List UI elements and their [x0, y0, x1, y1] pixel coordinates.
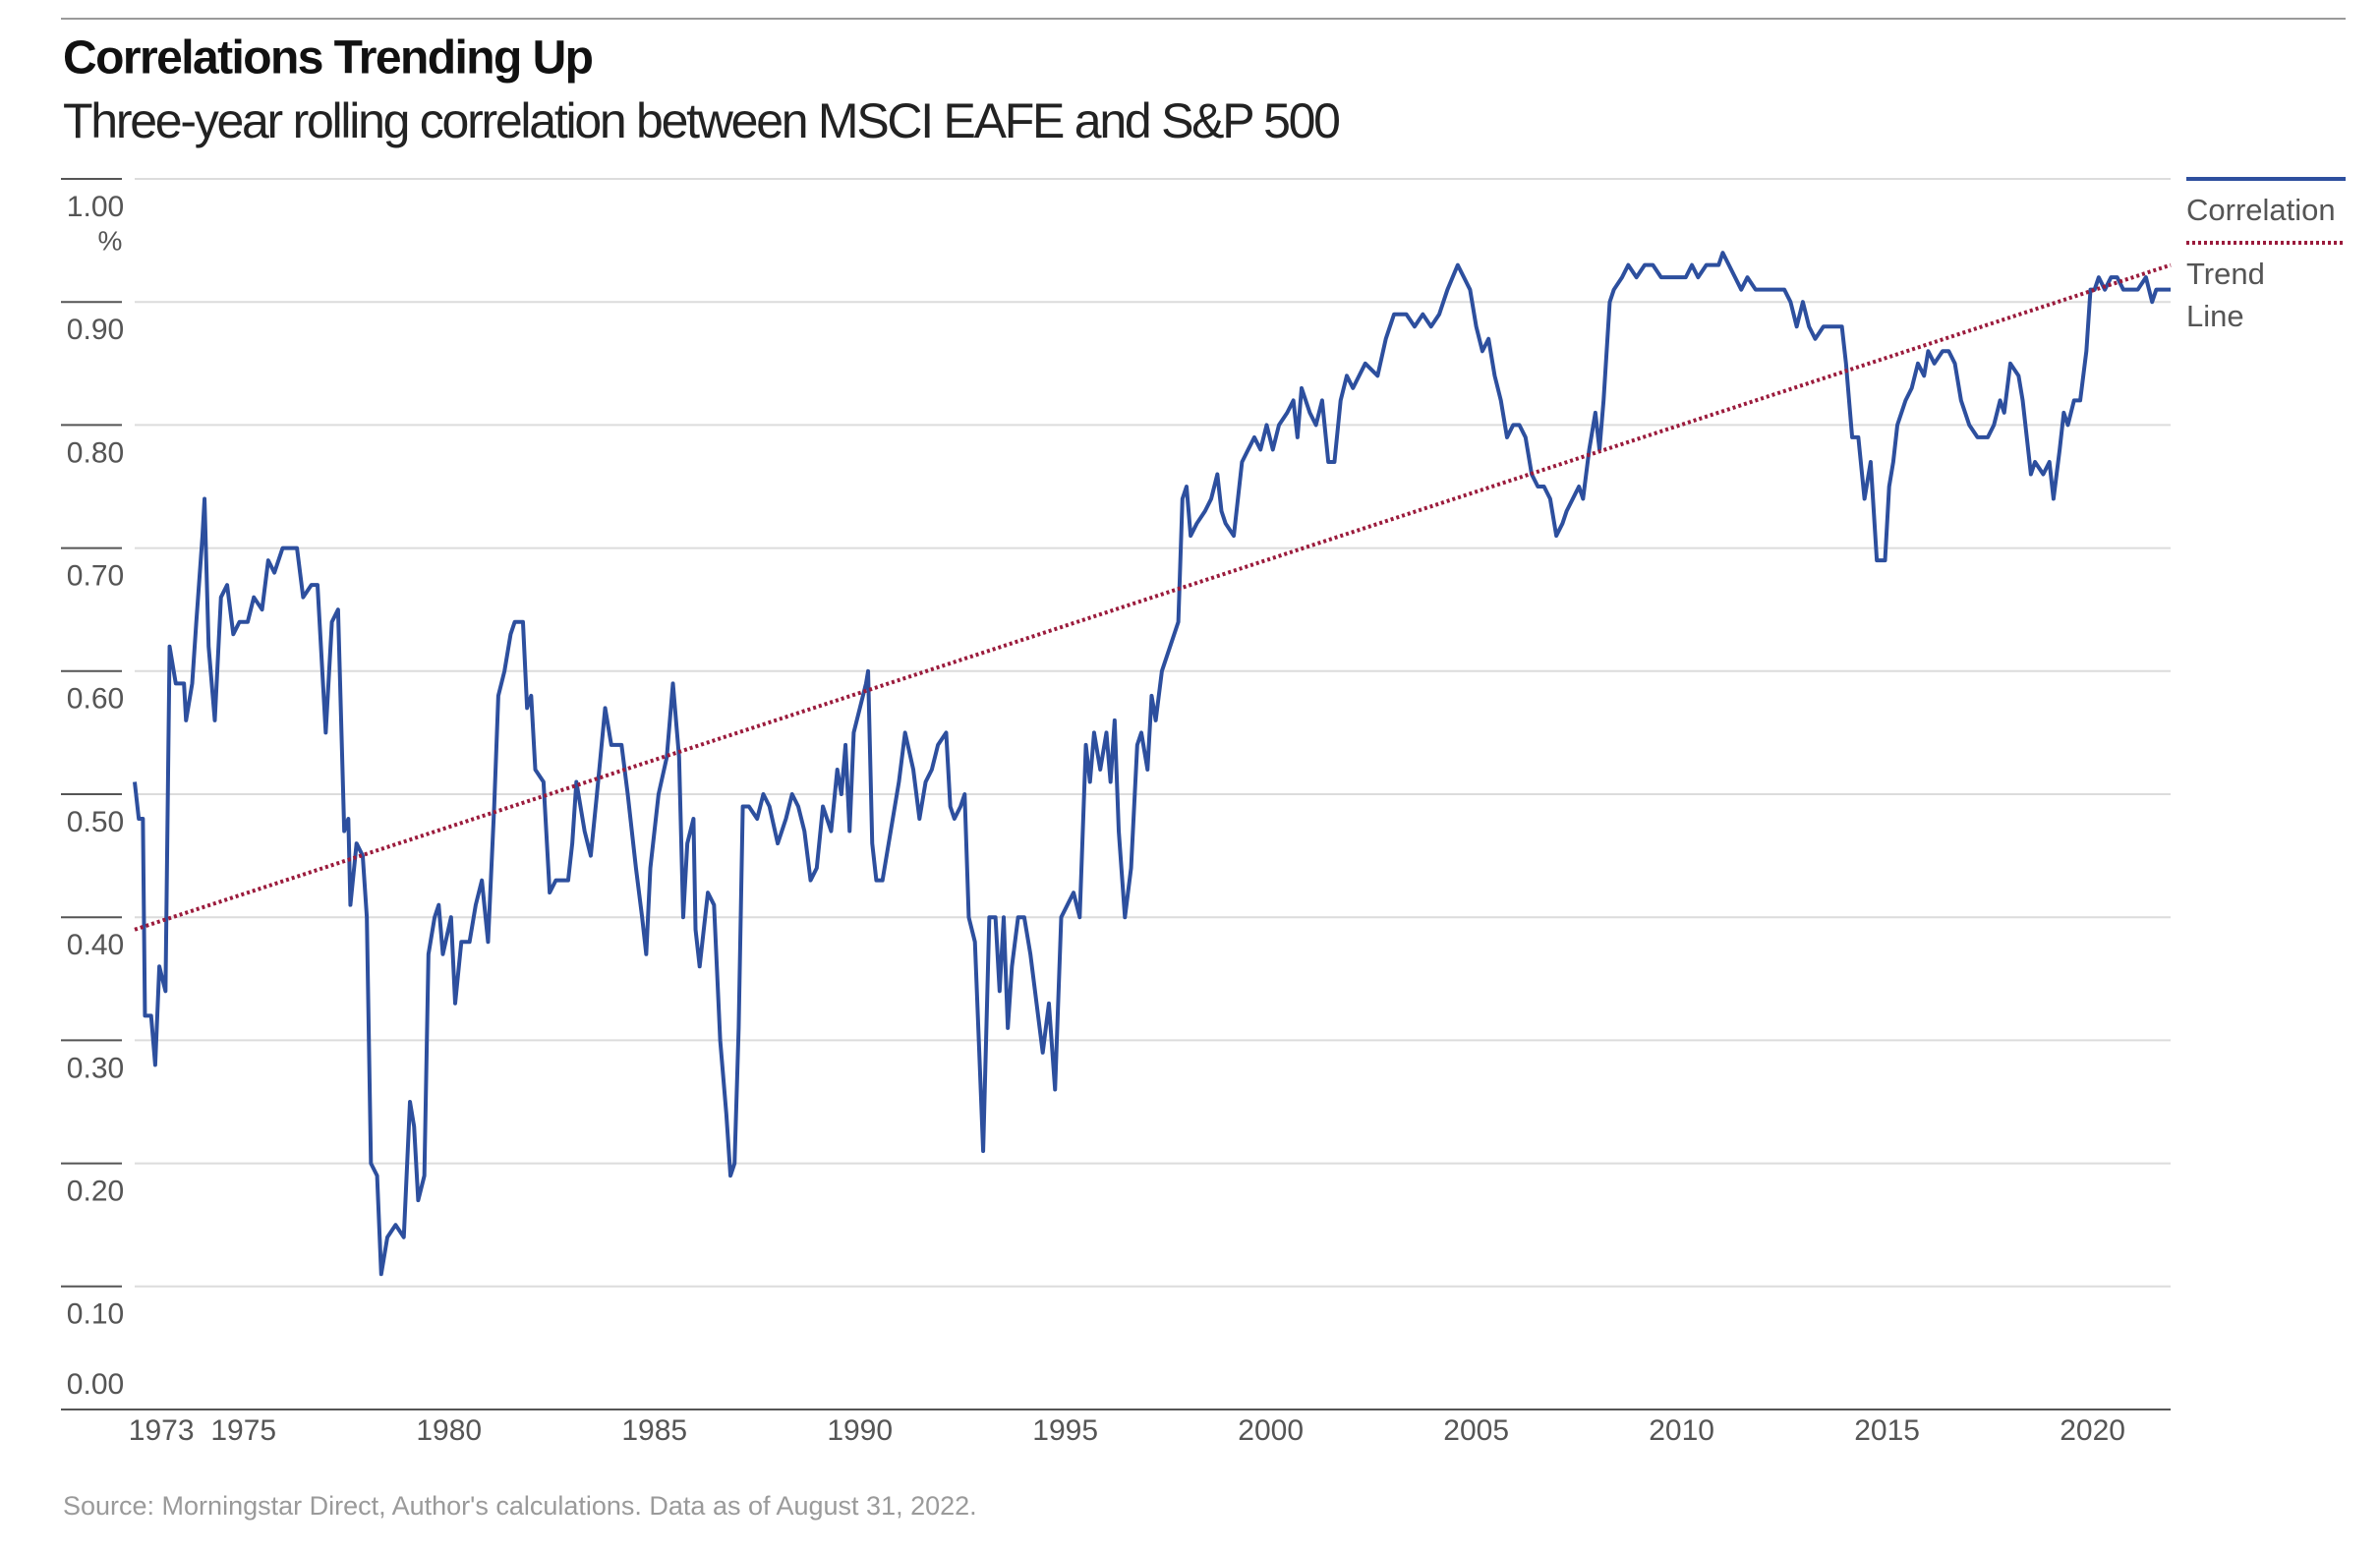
y-tick-label: 0.20	[67, 1176, 124, 1208]
y-tick-label: 0.70	[67, 560, 124, 593]
y-tick-label: 0.40	[67, 929, 124, 961]
x-tick-label: 2000	[1238, 1414, 1304, 1447]
y-tick-label: 0.60	[67, 683, 124, 716]
y-unit: %	[98, 225, 123, 256]
x-tick-label: 1980	[416, 1414, 482, 1447]
chart-title: Correlations Trending Up	[63, 32, 594, 85]
x-tick-label: 2010	[1649, 1414, 1714, 1447]
data-line	[134, 262, 2172, 932]
x-tick-label: 2020	[2060, 1414, 2125, 1447]
y-tick-label: 0.10	[67, 1298, 124, 1331]
x-tick-label: 1995	[1032, 1414, 1098, 1447]
chart-subtitle: Three-year rolling correlation between M…	[63, 93, 1341, 148]
y-tick-label: 1.00	[67, 191, 124, 223]
x-tick-label: 2005	[1443, 1414, 1509, 1447]
x-tick-label: 1973	[129, 1414, 195, 1447]
x-tick-label: 1975	[210, 1414, 276, 1447]
y-tick-label: 0.30	[67, 1052, 124, 1084]
y-tick-label: 0.80	[67, 436, 124, 469]
x-tick-label: 2015	[1854, 1414, 1920, 1447]
source-note: Source: Morningstar Direct, Author's cal…	[63, 1491, 977, 1521]
legend-label: Trend Line	[2186, 257, 2265, 333]
y-tick-label: 0.50	[67, 806, 124, 838]
data-line	[133, 251, 2171, 1277]
y-tick-label: 0.00	[67, 1368, 124, 1401]
legend-label: Correlation	[2186, 193, 2336, 227]
x-tick-label: 1985	[621, 1414, 687, 1447]
y-tick-label: 0.90	[67, 314, 124, 346]
x-tick-label: 1990	[827, 1414, 893, 1447]
